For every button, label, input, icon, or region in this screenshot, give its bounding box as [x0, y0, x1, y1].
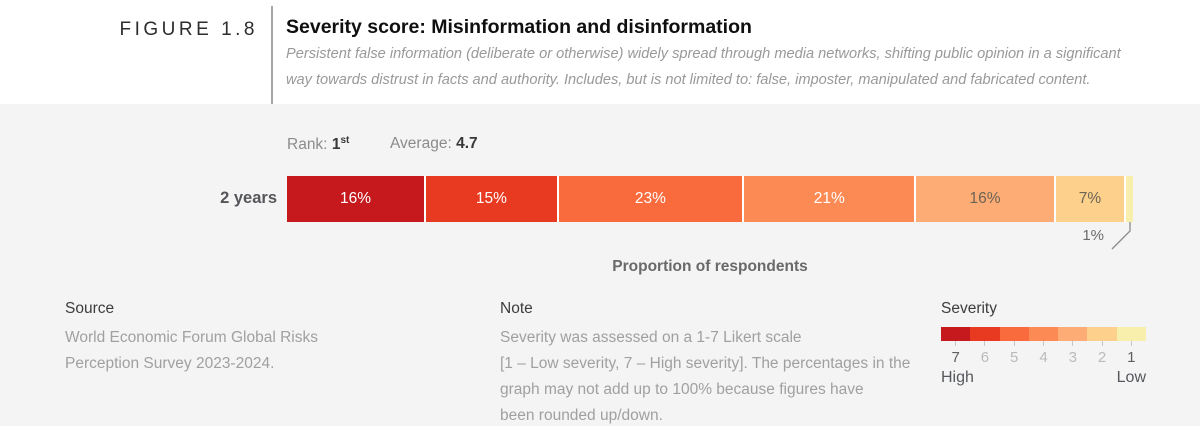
source-text: World Economic Forum Global Risks Percept…	[65, 325, 465, 377]
text-line: [1 – Low severity, 7 – High severity]. T…	[500, 355, 911, 372]
legend-swatch-6	[970, 327, 1000, 341]
bar-segment-value-label: 23%	[634, 190, 666, 207]
legend-swatch-2	[1087, 327, 1117, 341]
legend-low-label: Low	[1116, 369, 1146, 386]
legend-number: 7	[951, 349, 960, 366]
legend-tick	[1130, 341, 1132, 346]
bar-segment-severity-1	[1124, 176, 1133, 222]
figure-number: FIGURE 1.8	[119, 19, 258, 40]
legend-number: 4	[1039, 349, 1048, 366]
legend-number: 2	[1097, 349, 1107, 366]
bar-segment-severity-2: 7%	[1053, 176, 1125, 222]
bar-segment-value-label: 16%	[969, 190, 1001, 207]
bar-segment-severity-5: 23%	[556, 176, 743, 222]
bar-row-label: 2 years	[220, 189, 277, 207]
legend-swatch-4	[1028, 327, 1059, 341]
legend-number-cell: 1	[1117, 341, 1146, 366]
legend-tick	[984, 341, 986, 346]
legend-tick	[1072, 341, 1074, 346]
bar-segment-severity-3: 16%	[914, 176, 1054, 222]
legend-tick	[1013, 341, 1015, 346]
text-line: Perception Survey 2023-2024.	[65, 355, 275, 372]
legend-number-cell: 4	[1029, 341, 1058, 366]
figure-description: Persistent false information (deliberate…	[286, 46, 1121, 88]
legend-heading: Severity	[941, 300, 997, 317]
source-heading: Source	[65, 300, 115, 317]
legend-swatch-3	[1058, 327, 1088, 341]
note-heading: Note	[500, 300, 533, 317]
chart-panel: Rank: 1st Average: 4.7 2 years 16% 15% 23%…	[0, 104, 1200, 426]
legend-ends: High Low	[941, 369, 1146, 387]
bar-segment-severity-6: 15%	[424, 176, 557, 222]
stacked-bar: 16% 15% 23% 21% 16% 7%	[287, 176, 1133, 222]
legend-high-label: High	[941, 369, 974, 386]
bar-segment-value-label: 21%	[813, 190, 845, 207]
legend-number: 5	[1010, 349, 1019, 366]
average-label: Average:	[390, 135, 457, 152]
bar-segment-value-label: 15%	[475, 190, 507, 207]
legend-number-cell: 2	[1087, 341, 1116, 366]
legend-number: 1	[1127, 349, 1136, 366]
legend-number: 3	[1068, 349, 1077, 366]
legend-number: 6	[980, 349, 990, 366]
x-axis-label: Proportion of respondents	[612, 258, 808, 275]
legend-number-cell: 6	[970, 341, 999, 366]
bar-segment-severity-4: 21%	[742, 176, 915, 222]
figure-title: Severity score: Misinformation and disin…	[286, 16, 752, 38]
header-divider	[271, 6, 273, 104]
bar-segment-value-label: 16%	[340, 190, 372, 207]
rank-label: Rank:	[287, 136, 332, 154]
legend-swatch-5	[999, 327, 1029, 341]
bar-segment-severity-7: 16%	[287, 176, 425, 222]
text-line: World Economic Forum Global Risks	[65, 329, 318, 346]
callout-connector-line	[1111, 222, 1131, 250]
legend-number-cell: 7	[941, 341, 970, 366]
rank-ordinal-suffix: st	[340, 135, 350, 146]
note-section: Note Severity was assessed on a 1-7 Like…	[500, 300, 930, 426]
average-stat: Average: 4.7	[390, 135, 478, 153]
legend-numbers: 7 6 5 4 3 2 1	[941, 341, 1146, 366]
callout-label: 1%	[1082, 227, 1104, 244]
legend-tick	[1042, 341, 1044, 346]
rank-value: 1	[331, 136, 341, 154]
legend-swatch-7	[941, 327, 971, 341]
text-line: been rounded up/down.	[500, 407, 663, 424]
legend-swatch-1	[1116, 327, 1146, 341]
text-line: Severity was assessed on a 1-7 Likert sc…	[500, 329, 802, 346]
legend-tick	[955, 341, 957, 346]
bar-segment-value-label: 7%	[1078, 190, 1102, 207]
figure-header: FIGURE 1.8 Severity score: Misinformatio…	[0, 0, 1200, 104]
legend-number-cell: 3	[1058, 341, 1087, 366]
legend-tick	[1101, 341, 1103, 346]
text-line: graph may not add up to 100% because fig…	[500, 381, 864, 398]
legend-number-cell: 5	[1000, 341, 1029, 366]
rank-stat: Rank: 1st	[287, 135, 349, 154]
average-value: 4.7	[456, 135, 478, 152]
source-section: Source World Economic Forum Global Risks…	[65, 300, 465, 377]
legend-strip	[941, 327, 1146, 341]
note-text: Severity was assessed on a 1-7 Likert sc…	[500, 325, 930, 426]
severity-legend: Severity 7 6 5 4 3 2 1 High Low	[941, 300, 1146, 387]
